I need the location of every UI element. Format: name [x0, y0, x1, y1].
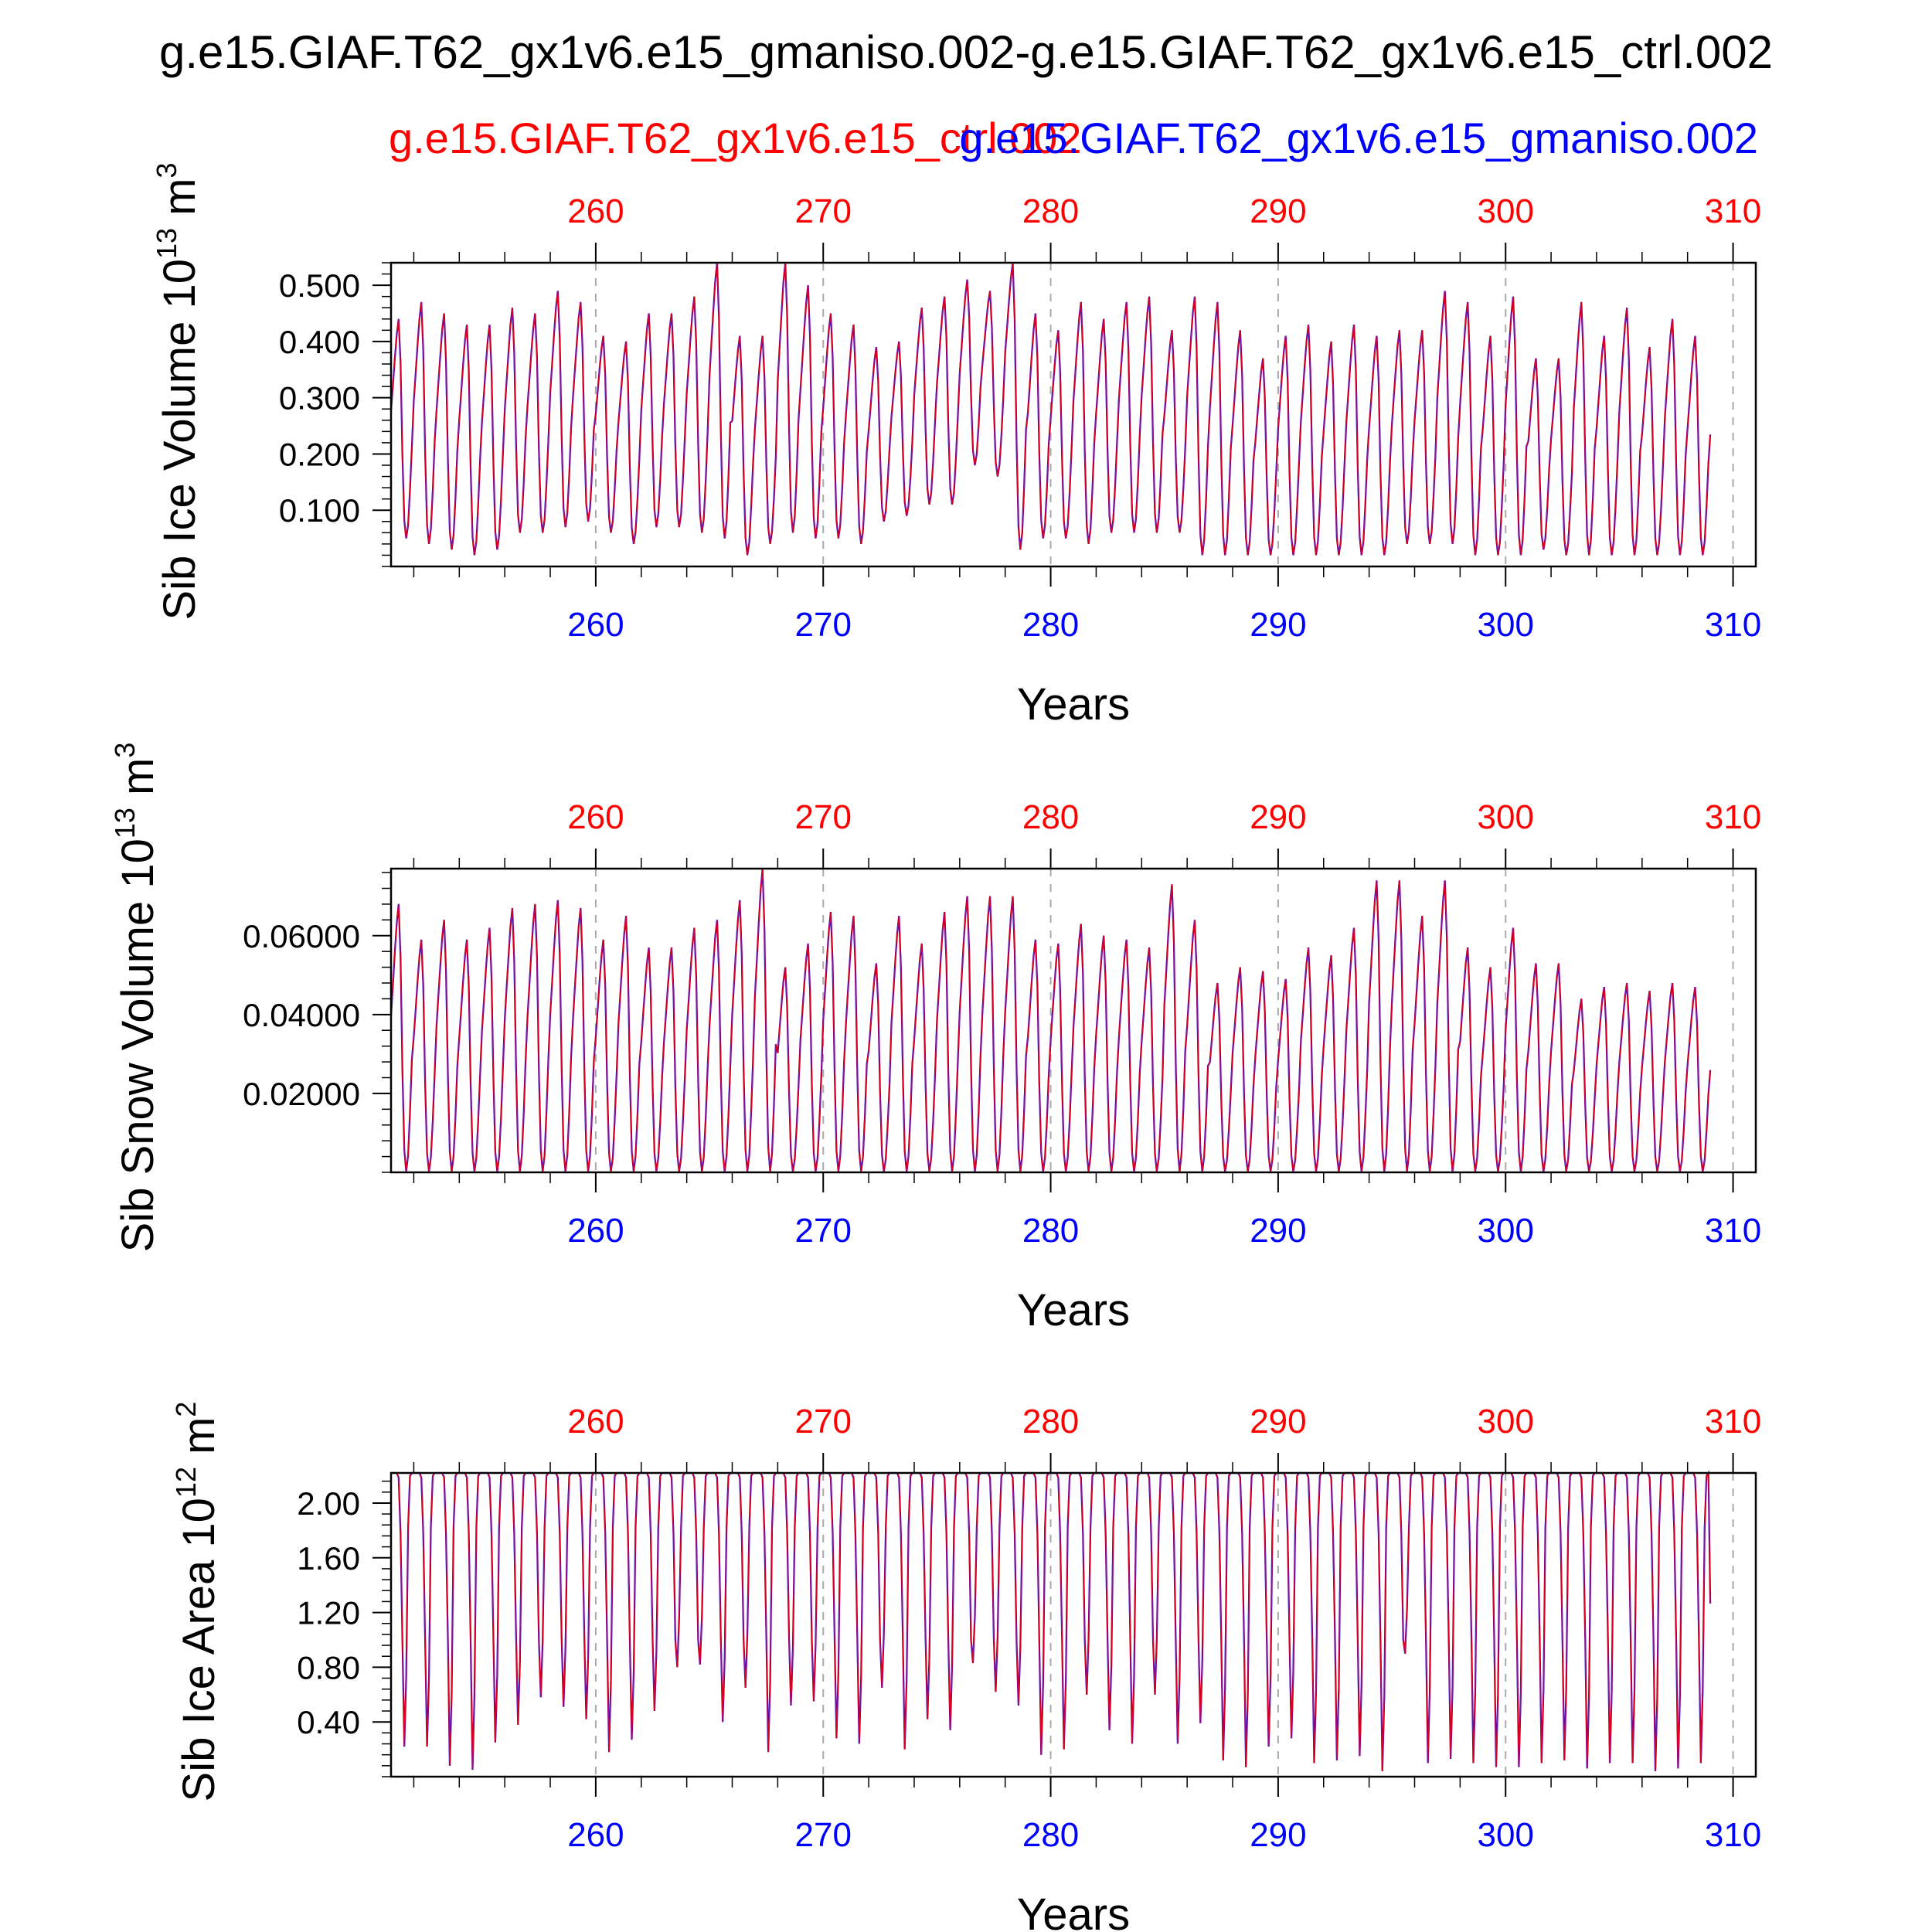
x-tick-label-bottom: 260	[567, 1816, 624, 1854]
x-tick-label-top: 260	[567, 192, 624, 230]
panel-2: 260 260 270 270 280 280 290 290 300 300 310 310 0.02…	[109, 743, 1761, 1335]
x-tick-label-bottom: 300	[1478, 1212, 1534, 1250]
x-tick-label-bottom: 290	[1250, 1212, 1306, 1250]
panel-3: 260 260 270 270 280 280 290 290 300 300 310 310 0.40…	[170, 1402, 1761, 1932]
x-tick-label-bottom: 280	[1022, 606, 1079, 644]
y-axis-title: Sib Ice Volume 1013 m3	[151, 162, 205, 620]
x-tick-label-top: 310	[1705, 192, 1761, 230]
x-tick-label-bottom: 310	[1705, 606, 1761, 644]
x-tick-label-top: 300	[1478, 798, 1534, 836]
x-axis-title: Years	[1017, 1285, 1130, 1335]
legend-ctrl-label: g.e15.GIAF.T62_gx1v6.e15_ctrl.002	[389, 114, 1082, 162]
x-tick-label-top: 280	[1022, 192, 1079, 230]
y-tick-label: 0.04000	[243, 997, 360, 1033]
panel-1: 260 260 270 270 280 280 290 290 300 300 310 310 0.10…	[151, 162, 1761, 730]
x-tick-label-top: 270	[795, 192, 852, 230]
x-tick-label-top: 310	[1705, 1403, 1761, 1440]
x-tick-label-bottom: 310	[1705, 1816, 1761, 1854]
x-tick-label-bottom: 260	[567, 606, 624, 644]
y-tick-label: 0.40	[297, 1704, 360, 1740]
y-tick-label: 0.80	[297, 1649, 360, 1685]
y-tick-label: 0.06000	[243, 918, 360, 954]
y-tick-label: 0.100	[279, 492, 360, 529]
y-tick-label: 0.500	[279, 267, 360, 304]
x-tick-label-bottom: 270	[795, 1816, 852, 1854]
x-tick-label-top: 300	[1478, 192, 1534, 230]
y-tick-label: 1.60	[297, 1540, 360, 1577]
x-tick-label-bottom: 260	[567, 1212, 624, 1250]
y-tick-label: 0.200	[279, 436, 360, 472]
x-tick-label-top: 300	[1478, 1403, 1534, 1440]
x-tick-label-bottom: 270	[795, 606, 852, 644]
x-tick-label-bottom: 290	[1250, 1816, 1306, 1854]
plot-frame	[389, 261, 1757, 568]
x-tick-label-top: 280	[1022, 1403, 1079, 1440]
x-tick-label-top: 280	[1022, 798, 1079, 836]
x-tick-label-top: 260	[567, 1403, 624, 1440]
x-tick-label-top: 290	[1250, 798, 1306, 836]
x-tick-label-top: 270	[795, 1403, 852, 1440]
plot-frame	[389, 867, 1757, 1174]
x-tick-label-bottom: 290	[1250, 606, 1306, 644]
series-ctrl	[390, 262, 1711, 556]
series-ctrl	[390, 868, 1711, 1172]
y-tick-label: 0.02000	[243, 1076, 360, 1112]
series-aniso	[389, 868, 1712, 1172]
x-tick-label-bottom: 280	[1022, 1212, 1079, 1250]
legend-aniso-label: g.e15.GIAF.T62_gx1v6.e15_gmaniso.002	[959, 114, 1758, 162]
x-axis-title: Years	[1017, 679, 1130, 730]
x-tick-label-top: 270	[795, 798, 852, 836]
x-axis-title: Years	[1017, 1889, 1130, 1932]
x-tick-label-top: 290	[1250, 1403, 1306, 1440]
x-tick-label-bottom: 300	[1478, 1816, 1534, 1854]
chart-title: g.e15.GIAF.T62_gx1v6.e15_gmaniso.002-g.e…	[159, 26, 1773, 78]
y-tick-label: 0.300	[279, 380, 360, 417]
x-tick-label-bottom: 270	[795, 1212, 852, 1250]
x-tick-label-bottom: 300	[1478, 606, 1534, 644]
y-axis-title: Sib Snow Volume 1013 m3	[109, 743, 163, 1253]
x-tick-label-top: 290	[1250, 192, 1306, 230]
chart-panels: 260 260 270 270 280 280 290 290 300 300 310 310 0.10…	[109, 162, 1761, 1932]
y-tick-label: 2.00	[297, 1485, 360, 1522]
x-tick-label-bottom: 280	[1022, 1816, 1079, 1854]
y-tick-label: 1.20	[297, 1595, 360, 1631]
plot-frame	[389, 1471, 1757, 1778]
x-tick-label-bottom: 310	[1705, 1212, 1761, 1250]
y-tick-label: 0.400	[279, 324, 360, 360]
x-tick-label-top: 260	[567, 798, 624, 836]
y-axis-title: Sib Ice Area 1012 m2	[170, 1402, 224, 1802]
x-tick-label-top: 310	[1705, 798, 1761, 836]
